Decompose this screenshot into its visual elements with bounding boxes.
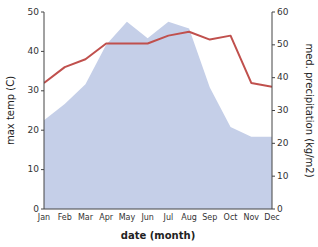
y2-tick (272, 176, 275, 177)
y-tick-label: 40 (28, 46, 40, 56)
x-tick-label: Jul (163, 213, 174, 222)
x-tick-label: Mar (78, 213, 94, 222)
y2-tick-label: 40 (277, 72, 289, 82)
x-tick-label: May (119, 213, 136, 222)
chart: 0 10 20 30 40 50 0 10 20 30 40 50 60 Jan Feb Mar Apr May J… (0, 0, 318, 247)
x-tick-label: Jan (37, 213, 50, 222)
x-tick-label: Feb (58, 213, 72, 222)
y-tick-label: 30 (28, 85, 40, 95)
y2-tick (272, 77, 275, 78)
y2-tick-label: 30 (277, 105, 289, 115)
y-tick (41, 90, 44, 91)
y-axis-line (44, 12, 45, 209)
y2-tick-label: 20 (277, 138, 289, 148)
y2-tick-label: 60 (277, 7, 289, 17)
x-tick-label: Sep (202, 213, 217, 222)
plot-area (44, 22, 272, 209)
y2-axis-title: med. precipitation (kg/m2) (304, 43, 315, 177)
y-tick (41, 12, 44, 13)
y2-tick (272, 143, 275, 144)
x-tick-label: Jun (140, 213, 154, 222)
y-tick (41, 51, 44, 52)
y-tick (41, 169, 44, 170)
precipitation-area (44, 22, 272, 209)
y-tick-label: 20 (28, 125, 40, 135)
x-axis-line (44, 209, 272, 210)
x-axis-title: date (month) (121, 230, 195, 241)
x-tick-label: Apr (99, 213, 114, 222)
y2-tick (272, 110, 275, 111)
y-axis-title: max temp (C) (5, 76, 16, 145)
y2-tick-label: 10 (277, 171, 289, 181)
y2-tick (272, 209, 275, 210)
y2-tick (272, 12, 275, 13)
x-tick-label: Oct (224, 213, 238, 222)
y2-tick-label: 50 (277, 39, 289, 49)
y-tick-label: 0 (33, 204, 39, 214)
x-tick-label: Aug (181, 213, 197, 222)
y-tick-label: 50 (28, 7, 40, 17)
y2-tick-label: 0 (277, 204, 283, 214)
x-tick-label: Nov (243, 213, 259, 222)
temperature-line (44, 32, 272, 87)
y-tick (41, 209, 44, 210)
y2-tick (272, 44, 275, 45)
y-tick-label: 10 (28, 164, 40, 174)
y-tick (41, 130, 44, 131)
x-tick-label: Dec (264, 213, 279, 222)
